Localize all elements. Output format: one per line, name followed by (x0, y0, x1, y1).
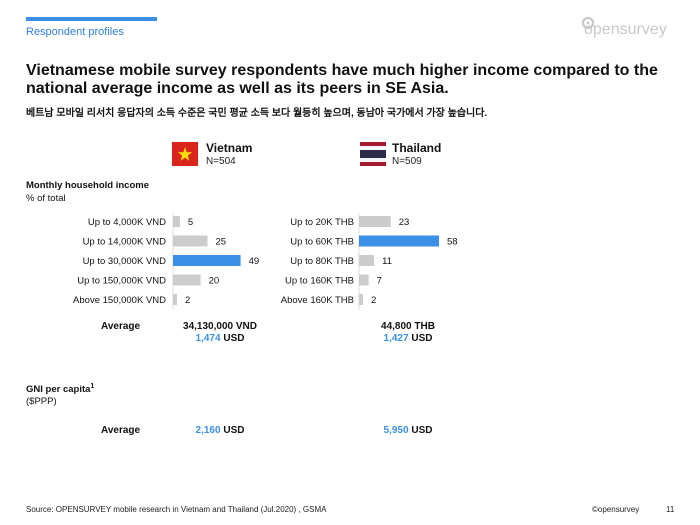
category-label-vietnam: Up to 150,000K VND (77, 276, 166, 287)
average-vietnam-usd-value: 1,474 (195, 333, 221, 344)
page-number: 11 (666, 505, 675, 514)
page-subtitle: 베트남 모바일 리서치 응답자의 소득 수준은 국민 평균 소득 보다 월등히 … (26, 108, 488, 119)
category-label-vietnam: Above 150,000K VND (73, 295, 166, 306)
section-label: Respondent profiles (26, 26, 124, 38)
gni-average-label: Average (101, 425, 141, 436)
bar-vietnam (173, 216, 180, 227)
bar-thailand (359, 235, 439, 247)
page-title: Vietnamese mobile survey respondents hav… (26, 62, 658, 97)
value-label-vietnam: 5 (188, 217, 193, 228)
gni-unit-label: ($PPP) (26, 396, 57, 407)
bar-thailand (359, 216, 391, 227)
income-section-label: Monthly household income (26, 180, 149, 191)
footer-brand: ©opensurvey (592, 505, 640, 514)
bar-thailand (359, 255, 375, 266)
gni-vietnam-value: 2,160 (195, 425, 221, 436)
average-thailand-usd-value: 1,427 (383, 333, 409, 344)
category-label-vietnam: Up to 4,000K VND (88, 217, 166, 228)
average-thailand-usd-unit: USD (411, 333, 433, 344)
bar-thailand (359, 274, 369, 286)
source-footnote: Source: OPENSURVEY mobile research in Vi… (26, 505, 327, 514)
average-thailand-local: 44,800 THB (381, 321, 435, 332)
value-label-thailand: 2 (371, 295, 376, 306)
category-label-vietnam: Up to 14,000K VND (83, 237, 167, 248)
bar-vietnam (173, 255, 241, 266)
category-label-vietnam: Up to 30,000K VND (83, 256, 167, 267)
average-thailand-usd: 1,427 USD (348, 333, 468, 344)
gni-vietnam: 2,160 USD (160, 425, 280, 436)
average-vietnam-usd-unit: USD (223, 333, 245, 344)
sample-size-thailand: N=509 (392, 156, 422, 167)
opensurvey-logo: opensurvey (581, 16, 667, 38)
country-name-thailand: Thailand (392, 141, 442, 155)
top-accent-bar (26, 17, 157, 21)
average-vietnam-usd: 1,474 USD (160, 333, 280, 344)
value-label-vietnam: 25 (215, 237, 226, 248)
bar-vietnam (173, 274, 201, 286)
category-label-thailand: Up to 20K THB (290, 217, 354, 228)
sample-size-vietnam: N=504 (206, 156, 236, 167)
category-label-thailand: Up to 160K THB (285, 276, 354, 287)
value-label-thailand: 23 (399, 217, 410, 228)
category-label-thailand: Up to 80K THB (290, 256, 354, 267)
thailand-flag-icon (360, 142, 386, 166)
gni-label-text: GNI per capita (26, 384, 91, 396)
gni-thailand-value: 5,950 (383, 425, 409, 436)
bar-vietnam (173, 235, 208, 247)
value-label-vietnam: 2 (185, 295, 190, 306)
value-label-vietnam: 49 (249, 256, 260, 267)
average-label: Average (101, 321, 141, 332)
bar-vietnam (173, 294, 177, 305)
vietnam-flag-icon (172, 142, 198, 166)
category-label-thailand: Above 160K THB (281, 295, 354, 306)
gni-thailand: 5,950 USD (348, 425, 468, 436)
gni-footnote-mark: 1 (90, 383, 95, 390)
value-label-thailand: 58 (447, 237, 458, 248)
income-unit-label: % of total (26, 193, 66, 204)
value-label-thailand: 7 (377, 276, 382, 287)
category-label-thailand: Up to 60K THB (290, 237, 354, 248)
country-name-vietnam: Vietnam (206, 141, 253, 155)
average-vietnam-local: 34,130,000 VND (183, 321, 257, 332)
value-label-vietnam: 20 (209, 276, 220, 287)
bar-thailand (359, 294, 363, 305)
svg-text:opensurvey: opensurvey (584, 21, 667, 38)
gni-vietnam-unit: USD (223, 425, 245, 436)
gni-thailand-unit: USD (411, 425, 433, 436)
gni-label: GNI per capita1 (26, 383, 94, 395)
value-label-thailand: 11 (382, 256, 392, 267)
